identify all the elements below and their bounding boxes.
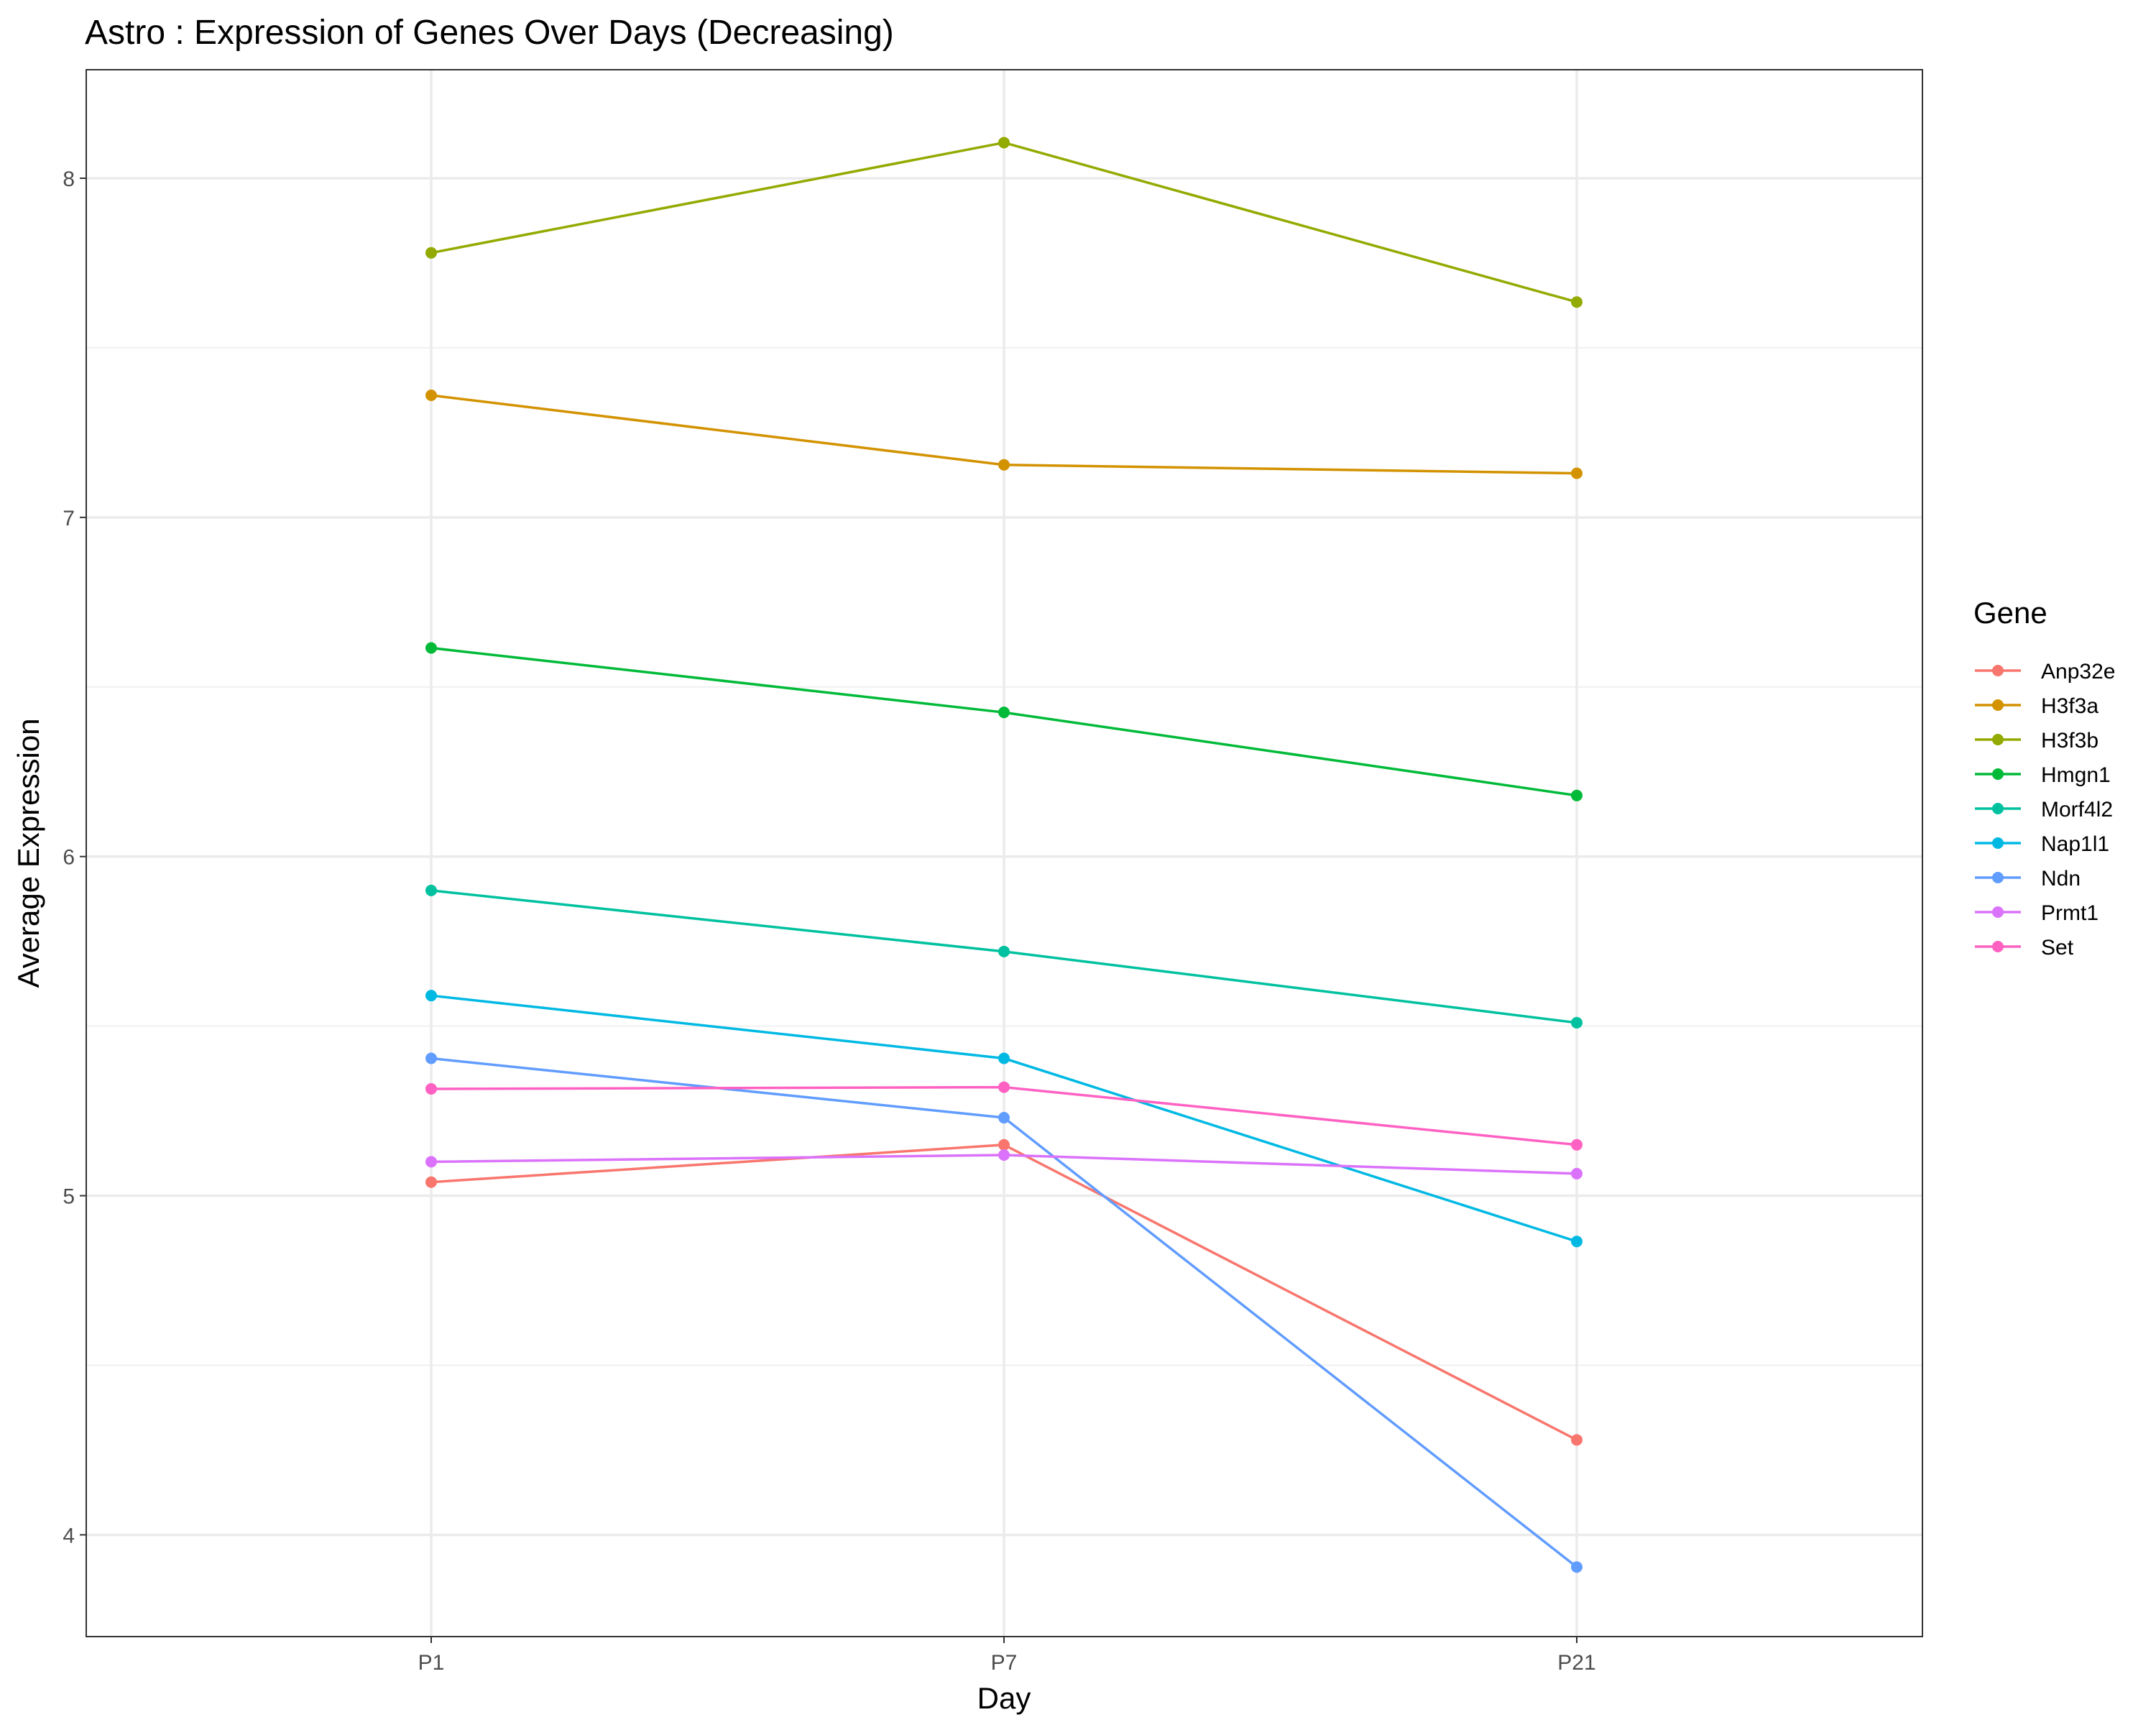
data-point-ndn <box>425 1052 437 1064</box>
data-point-set <box>425 1082 437 1095</box>
legend: Gene Anp32e H3f3a H3f3b Hmgn1 Morf4l2 Nap1l1 N… <box>1973 596 2115 960</box>
legend-key-point <box>1992 768 2004 780</box>
y-tick-label: 4 <box>63 1524 75 1547</box>
legend-label-hmgn1: Hmgn1 <box>2041 763 2111 787</box>
x-axis-title: Day <box>977 1681 1031 1715</box>
data-point-anp32e <box>425 1176 437 1188</box>
data-point-anp32e <box>1571 1434 1583 1446</box>
legend-key-point <box>1992 906 2004 918</box>
data-point-prmt1 <box>425 1156 437 1168</box>
data-point-set <box>1571 1138 1583 1151</box>
x-tick-label: P1 <box>418 1651 445 1675</box>
x-axis: P1 P7 P21 <box>418 1637 1596 1675</box>
series-layer <box>425 137 1583 1573</box>
data-point-morf4l2 <box>425 884 437 896</box>
data-point-anp32e <box>998 1138 1010 1151</box>
y-axis-title: Average Expression <box>11 718 45 988</box>
x-tick-label: P21 <box>1557 1651 1595 1675</box>
legend-key-point <box>1992 734 2004 745</box>
legend-label-h3f3a: H3f3a <box>2041 694 2099 718</box>
major-gridlines <box>86 70 1922 1637</box>
data-point-hmgn1 <box>998 707 1010 719</box>
x-tick-label: P7 <box>991 1651 1018 1675</box>
y-tick-label: 5 <box>63 1185 75 1209</box>
data-point-h3f3b <box>425 247 437 259</box>
y-tick-label: 8 <box>63 167 75 191</box>
data-point-hmgn1 <box>425 642 437 654</box>
data-point-prmt1 <box>1571 1167 1583 1179</box>
data-point-nap1l1 <box>425 990 437 1002</box>
legend-label-set: Set <box>2041 936 2074 960</box>
legend-key-point <box>1992 872 2004 883</box>
legend-label-morf4l2: Morf4l2 <box>2041 798 2113 822</box>
legend-label-nap1l1: Nap1l1 <box>2041 832 2109 856</box>
data-point-ndn <box>998 1112 1010 1124</box>
legend-label-anp32e: Anp32e <box>2041 660 2115 684</box>
data-point-nap1l1 <box>998 1052 1010 1064</box>
legend-key-point <box>1992 941 2004 952</box>
y-tick-label: 6 <box>63 846 75 870</box>
legend-label-prmt1: Prmt1 <box>2041 901 2099 925</box>
data-point-hmgn1 <box>1571 789 1583 801</box>
legend-key-point <box>1992 837 2004 849</box>
legend-title: Gene <box>1973 596 2047 630</box>
chart-title: Astro : Expression of Genes Over Days (D… <box>85 14 894 52</box>
legend-label-ndn: Ndn <box>2041 867 2081 891</box>
data-point-h3f3a <box>1571 467 1583 479</box>
data-point-morf4l2 <box>998 945 1010 957</box>
data-point-h3f3b <box>1571 296 1583 308</box>
data-point-ndn <box>1571 1561 1583 1573</box>
legend-key-point <box>1992 665 2004 676</box>
data-point-h3f3a <box>425 389 437 401</box>
legend-key-point <box>1992 803 2004 814</box>
legend-label-h3f3b: H3f3b <box>2041 729 2099 753</box>
y-tick-label: 7 <box>63 507 75 530</box>
data-point-morf4l2 <box>1571 1016 1583 1029</box>
data-point-set <box>998 1081 1010 1093</box>
data-point-nap1l1 <box>1571 1236 1583 1248</box>
data-point-h3f3a <box>998 459 1010 471</box>
y-axis: 4 5 6 7 8 <box>63 167 86 1547</box>
data-point-h3f3b <box>998 137 1010 149</box>
legend-key-point <box>1992 699 2004 711</box>
data-point-prmt1 <box>998 1149 1010 1161</box>
